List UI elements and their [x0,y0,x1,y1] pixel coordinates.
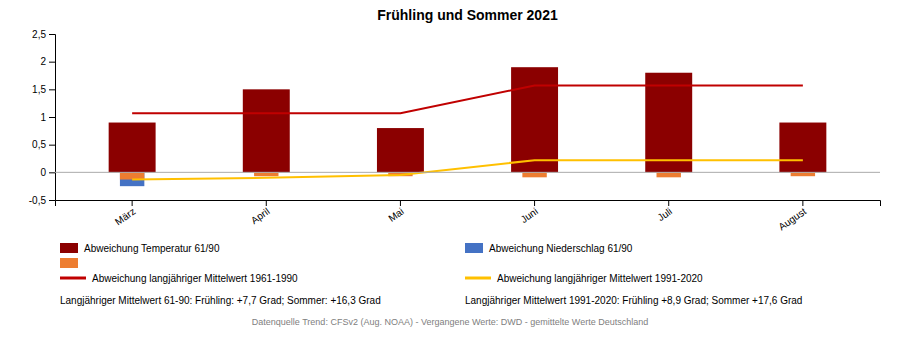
legend-item: Abweichung langjähriger Mittelwert 1991-… [465,273,703,284]
y-tick-label: 0 [40,167,46,178]
y-tick: -0,5 [29,195,55,206]
y-axis-line [49,35,56,201]
y-tick-label: 1,5 [32,84,46,95]
x-axis-line [56,201,881,207]
legend-swatch [60,243,78,253]
x-tick: März [113,200,138,227]
chart-svg: Frühling und Sommer 2021 -0,5 0 0,5 1 1,5 2 2,5… [0,0,900,352]
y-tick-mark [49,200,55,201]
y-tick: 2,5 [32,29,55,40]
x-tick: Juni [519,200,540,225]
y-tick: 1,5 [32,84,55,95]
legend-item: Abweichung langjähriger Mittelwert 1961-… [60,273,298,284]
y-tick-mark [49,145,55,146]
legend-label: Abweichung langjähriger Mittelwert 1961-… [92,273,298,284]
bar [791,172,815,176]
bar [377,128,424,172]
x-tick-label: Mai [386,206,406,224]
bar [645,73,692,173]
annotation: Datenquelle Trend: CFSv2 (Aug. NOAA) - V… [252,317,648,327]
x-tick-label: April [249,206,272,226]
x-tick: Juli [655,200,674,223]
legend-item: Abweichung Temperatur 61/90 [60,243,220,254]
y-tick: 0,5 [32,139,55,150]
annotation: Langjähriger Mittelwert 1991-2020: Frühl… [465,295,802,306]
x-tick-label: Juli [655,206,674,224]
y-tick: 0 [40,167,55,178]
y-axis: -0,5 0 0,5 1 1,5 2 2,5 [29,29,56,206]
y-tick-label: 1 [40,112,46,123]
y-tick-label: -0,5 [29,195,47,206]
legend-swatch [465,243,483,253]
legend-label: Abweichung Niederschlag 61/90 [489,243,633,254]
x-tick-mark [400,200,401,206]
x-tick-mark [668,200,669,206]
y-tick-label: 0,5 [32,139,46,150]
bar [779,123,826,173]
x-tick-mark [132,200,133,206]
legend-swatch [60,258,78,268]
legend-swatch [60,277,86,280]
legend-label: Abweichung langjähriger Mittelwert 1991-… [497,273,703,284]
y-tick: 2 [40,56,55,67]
line [132,85,803,113]
bar [243,89,290,172]
bar [254,172,278,176]
legend-swatch [465,277,491,280]
x-tick-mark [802,200,803,206]
x-tick: April [249,200,272,226]
legend: Abweichung Temperatur 61/90 Abweichung Ni… [60,243,703,284]
plot-marks [109,67,827,186]
y-tick: 1 [40,112,55,123]
legend-label: Abweichung Temperatur 61/90 [84,243,220,254]
x-tick-label: März [113,206,138,228]
x-axis: März April Mai Juni Juli August [56,200,881,232]
bar-series [109,67,827,172]
zero-line [55,172,880,173]
x-tick: August [776,200,808,232]
chart-container: Frühling und Sommer 2021 -0,5 0 0,5 1 1,5 2 2,5… [0,0,900,352]
x-tick-label: Juni [519,206,540,226]
annotation: Langjähriger Mittelwert 61-90: Frühling:… [60,295,381,306]
y-tick-mark [49,34,55,35]
y-tick-mark [49,62,55,63]
x-tick-mark [534,200,535,206]
annotations: Langjähriger Mittelwert 61-90: Frühling:… [60,295,802,328]
y-tick-mark [49,117,55,118]
title: Frühling und Sommer 2021 [377,7,558,23]
y-tick-label: 2 [40,56,46,67]
legend-item [60,258,78,268]
x-tick: Mai [386,200,406,224]
x-tick-label: August [776,205,808,232]
x-tick-mark [266,200,267,206]
y-tick-mark [49,89,55,90]
legend-item: Abweichung Niederschlag 61/90 [465,243,633,254]
y-tick-mark [49,172,55,173]
bar [657,172,681,177]
bar [109,123,156,173]
line [132,160,803,179]
y-tick-label: 2,5 [32,29,46,40]
bar [522,172,546,177]
bar [511,67,558,172]
